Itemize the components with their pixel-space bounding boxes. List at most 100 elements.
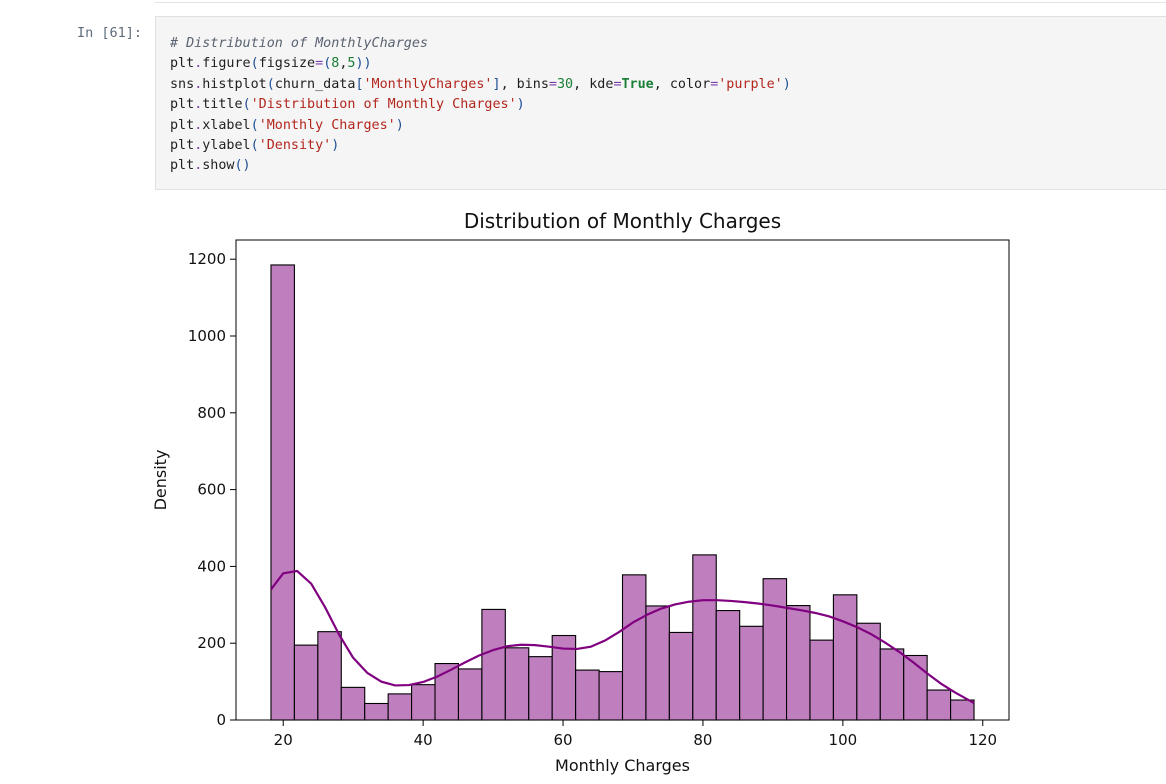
chart-title: Distribution of Monthly Charges: [464, 209, 781, 233]
histogram-bar: [481, 608, 506, 721]
code-cell[interactable]: # Distribution of MonthlyCharges plt.figu…: [155, 16, 1166, 190]
code-token: .: [194, 76, 203, 92]
code-line: sns.histplot(churn_data['MonthlyCharges'…: [170, 75, 791, 95]
code-token: 'purple': [718, 76, 783, 92]
x-tick-label: 40: [414, 731, 433, 749]
code-token: (: [266, 76, 275, 92]
code-token: =: [613, 76, 622, 92]
y-tick-label: 800: [197, 404, 226, 422]
histogram-bar: [645, 605, 670, 721]
code-token: churn_data: [274, 76, 356, 92]
histogram-bar: [317, 631, 342, 721]
x-tick-label: 100: [829, 731, 858, 749]
code-token: 'Density': [258, 137, 332, 153]
code-token: 8: [331, 56, 340, 72]
code-token: plt: [170, 158, 195, 174]
code-token: ): [516, 97, 525, 113]
y-tick-label: 0: [216, 711, 226, 729]
code-token: (: [323, 56, 332, 72]
code-token: sns: [170, 76, 195, 92]
axes-frame: [235, 239, 1010, 721]
histogram-bar: [411, 684, 436, 721]
code-token: , kde: [573, 76, 614, 92]
code-token: (: [250, 56, 259, 72]
code-token: ): [395, 117, 404, 133]
code-token: (: [250, 117, 259, 133]
histogram-bar: [528, 656, 553, 721]
y-tick-label: 1200: [188, 250, 226, 268]
histogram-chart: Distribution of Monthly Charges Monthly …: [150, 200, 1016, 784]
code-token: ): [331, 137, 340, 153]
code-token: 30: [557, 76, 574, 92]
code-line: plt.show(): [170, 156, 791, 176]
x-tick-label: 120: [968, 731, 997, 749]
code-token: show: [202, 158, 235, 174]
histogram-bar: [270, 264, 295, 721]
histogram-bar: [692, 554, 717, 721]
histogram-bar: [715, 610, 741, 721]
y-tick-label: 400: [197, 557, 226, 575]
histogram-bar: [739, 625, 764, 721]
histogram-bar: [809, 639, 834, 721]
code-token: , bins: [500, 76, 549, 92]
previous-cell-border: [155, 0, 1166, 3]
x-tick-label: 20: [274, 731, 293, 749]
histogram-bar: [340, 686, 366, 721]
x-axis-ticks: 20 40 60 80 100 120: [274, 720, 997, 749]
code-token: title: [202, 97, 243, 113]
histogram-bar: [762, 578, 788, 721]
code-token: ylabel: [202, 137, 251, 153]
histogram-bar: [926, 689, 952, 721]
y-tick-label: 600: [197, 481, 226, 499]
code-token: figsize: [258, 56, 316, 72]
code-token: 'Monthly Charges': [258, 117, 396, 133]
y-axis-label: Density: [151, 450, 170, 511]
y-axis-ticks: 0 200 400 600 800 1000 1200: [188, 250, 236, 729]
x-tick-label: 80: [693, 731, 712, 749]
histogram-bar: [293, 644, 319, 721]
code-token: plt: [170, 56, 195, 72]
code-token: 'Distribution of Monthly Charges': [250, 97, 517, 113]
code-token: .: [194, 137, 203, 153]
code-line: plt.xlabel('Monthly Charges'): [170, 116, 791, 136]
code-token: 5: [347, 56, 356, 72]
histogram-bar: [598, 671, 624, 721]
code-editor[interactable]: # Distribution of MonthlyCharges plt.figu…: [170, 34, 791, 177]
code-token: True: [621, 76, 654, 92]
histogram-bar: [504, 647, 530, 721]
code-token: histplot: [202, 76, 267, 92]
histogram-bar: [879, 648, 905, 721]
code-token: ]: [492, 76, 501, 92]
histogram-bar: [364, 702, 389, 721]
code-token: plt: [170, 117, 195, 133]
code-line: plt.figure(figsize=(8,5)): [170, 54, 791, 74]
x-axis-label: Monthly Charges: [555, 756, 690, 775]
code-token: .: [194, 117, 203, 133]
histogram-bar: [832, 594, 858, 721]
histogram-bar: [785, 605, 811, 721]
y-tick-label: 200: [197, 634, 226, 652]
code-token: )): [355, 56, 372, 72]
code-token: .: [194, 97, 203, 113]
code-token: figure: [202, 56, 251, 72]
code-token: ): [782, 76, 791, 92]
histogram-bar: [668, 631, 694, 721]
code-token: , color: [653, 76, 711, 92]
code-token: =: [710, 76, 719, 92]
code-token: plt: [170, 137, 195, 153]
code-token: .: [194, 56, 203, 72]
code-token: [: [355, 76, 364, 92]
histogram-bars: [270, 264, 975, 721]
code-token: .: [194, 158, 203, 174]
code-token: (: [250, 137, 259, 153]
x-tick-label: 60: [553, 731, 572, 749]
code-token: 'MonthlyCharges': [363, 76, 493, 92]
code-token: ,: [339, 56, 348, 72]
code-token: =: [548, 76, 557, 92]
code-line: plt.ylabel('Density'): [170, 136, 791, 156]
cell-output: Distribution of Monthly Charges Monthly …: [150, 200, 1016, 784]
histogram-bar: [575, 669, 600, 721]
code-line: # Distribution of MonthlyCharges: [170, 34, 791, 54]
code-line: plt.title('Distribution of Monthly Charg…: [170, 95, 791, 115]
histogram-bar: [621, 574, 647, 721]
